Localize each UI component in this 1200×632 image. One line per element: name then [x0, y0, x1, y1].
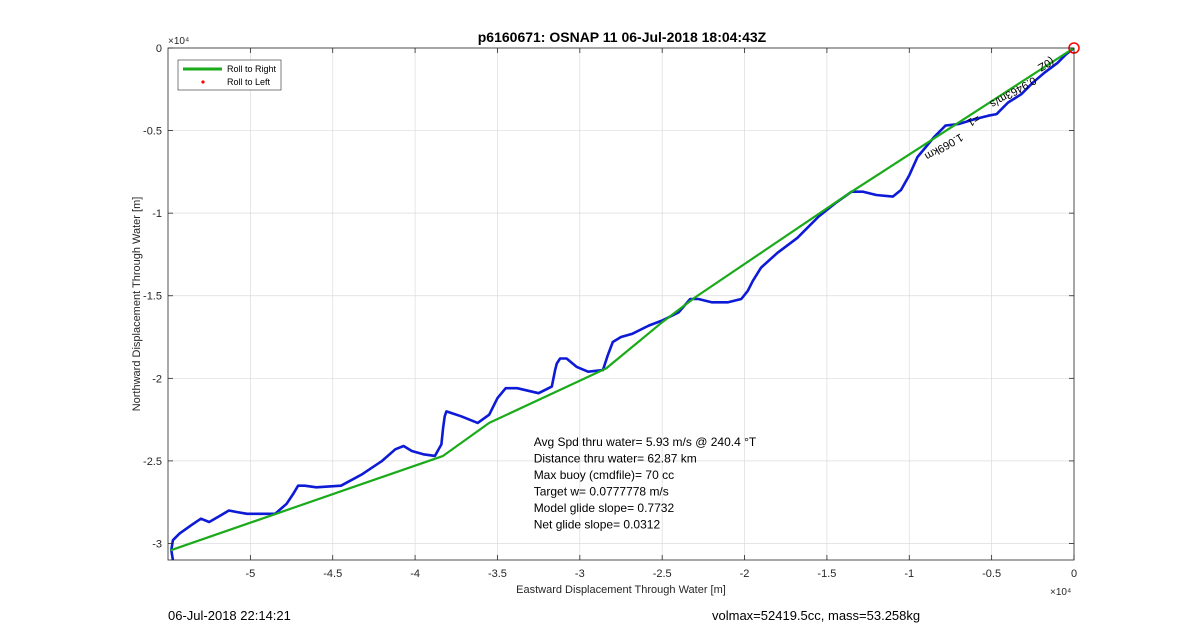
x-axis-label: Eastward Displacement Through Water [m]	[516, 584, 726, 596]
footer-vehicle-info: volmax=52419.5cc, mass=53.258kg	[712, 608, 921, 623]
x-tick-label: -4.5	[323, 568, 342, 580]
legend: Roll to Right Roll to Left	[177, 59, 282, 91]
legend-roll-right-label: Roll to Right	[227, 64, 277, 74]
y-tick-label: -2	[152, 373, 162, 385]
roll-right-line	[170, 48, 1074, 552]
x-tick-label: -1	[904, 568, 914, 580]
plot-frame	[167, 47, 1075, 561]
y-tick-label: -1.5	[143, 291, 162, 303]
x-tick-label: -4	[410, 568, 420, 580]
y-tick-label: 0	[156, 43, 162, 55]
x-tick-label: -3.5	[488, 568, 507, 580]
x-tick-label: -1.5	[817, 568, 836, 580]
x-tick-label: -3	[575, 568, 585, 580]
y-axis-label: Northward Displacement Through Water [m]	[131, 197, 143, 412]
x-tick-label: 0	[1071, 568, 1077, 580]
stats-annotation: Model glide slope= 0.7732	[534, 501, 675, 515]
track-line	[170, 48, 1074, 560]
x-tick-label: -5	[245, 568, 255, 580]
y-tick-label: -2.5	[143, 456, 162, 468]
y-tick-label: -1	[152, 208, 162, 220]
stats-annotation: Target w= 0.0777778 m/s	[534, 485, 669, 499]
x-multiplier: ×10⁴	[1050, 587, 1071, 598]
x-tick-label: -2.5	[653, 568, 672, 580]
stats-annotation: Net glide slope= 0.0312	[534, 518, 661, 532]
chart-title: p6160671: OSNAP 11 06-Jul-2018 18:04:43Z	[478, 29, 767, 45]
y-tick-label: -3	[152, 538, 162, 550]
legend-box	[177, 59, 282, 91]
legend-roll-left-swatch	[201, 80, 205, 84]
footer-timestamp: 06-Jul-2018 22:14:21	[168, 608, 291, 623]
x-tick-label: -2	[740, 568, 750, 580]
stats-annotation: Max buoy (cmdfile)= 70 cc	[534, 468, 674, 482]
stats-annotation: Distance thru water= 62.87 km	[534, 452, 697, 466]
series-group	[170, 48, 1074, 560]
rotated-annotation: =1	[965, 112, 982, 129]
y-tick-label: -0.5	[143, 126, 162, 138]
legend-roll-left-label: Roll to Left	[227, 77, 271, 87]
stats-annotation: Avg Spd thru water= 5.93 m/s @ 240.4 °T	[534, 435, 757, 449]
y-multiplier: ×10⁴	[168, 36, 189, 47]
axis-ticks: -5 -4.5 -4 -3.5 -3 -2.5 -2 -1.5 -1 -0.5 0 -3 -2.5 -2 -…	[143, 43, 1077, 580]
x-tick-label: -0.5	[982, 568, 1001, 580]
plot-area	[168, 48, 1074, 560]
